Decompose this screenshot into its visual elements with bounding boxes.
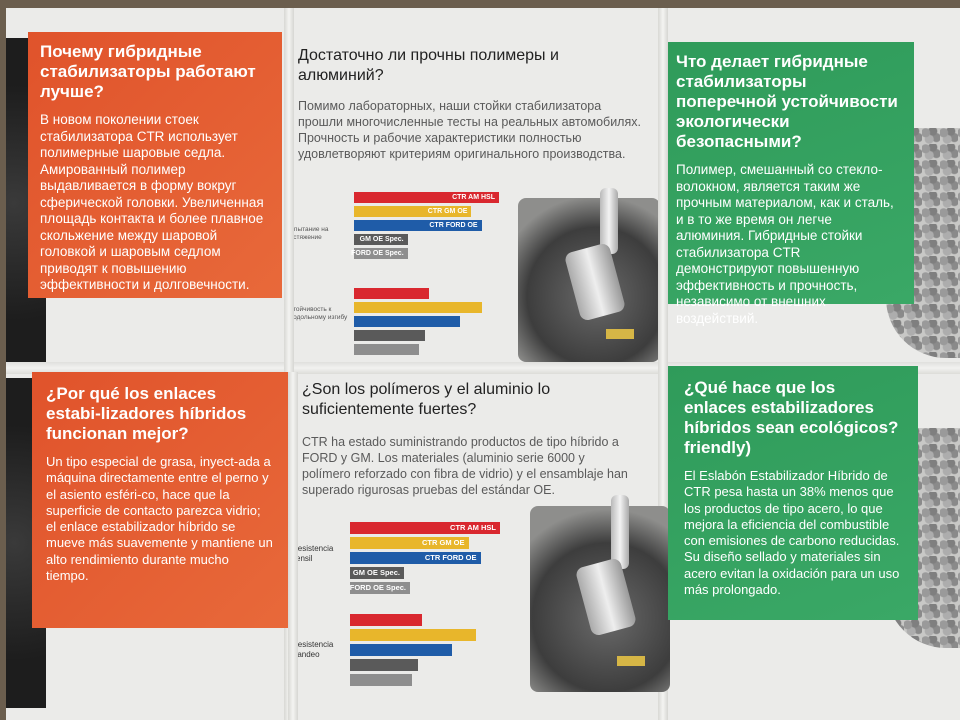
es-why-hybrid-panel: ¿Por qué los enlaces estabi-lizadores hí… [32, 372, 288, 628]
ru-why-hybrid-panel: Почему гибридные стабилизаторы работают … [28, 32, 282, 298]
bar-series-label: CTR GM OE [427, 208, 468, 215]
es-strength-body: CTR ha estado suministrando productos de… [302, 435, 628, 497]
es-eco-title: ¿Qué hace que los enlaces estabilizadore… [684, 378, 899, 457]
bar-series-label: CTR GM OE [422, 538, 465, 547]
stabilizer-rod [611, 494, 630, 570]
buckling-bar [350, 629, 476, 641]
tensile-bar: CTR FORD OE [354, 220, 482, 231]
chart-group-label: Испытание на растяжение [286, 226, 329, 241]
ru-bar-chart: Испытание на растяжение Устойчивость к пр… [286, 188, 499, 358]
ru-why-hybrid-body: В новом поколении стоек стабилизатора CT… [40, 112, 264, 292]
es-bar-chart: Resistencia Tensil Resistencia Pandeo CTR … [292, 516, 512, 686]
buckling-bar [350, 644, 452, 656]
tensile-bar: CTR GM OE [354, 206, 472, 217]
tensile-bar: FORD OE Spec. [351, 248, 408, 259]
bar-series-label: CTR AM HSL [450, 523, 496, 532]
buckling-bar [354, 344, 420, 355]
bar-series-label: GM OE Spec. [352, 568, 400, 577]
tensile-bar: GM OE Spec. [350, 567, 404, 579]
vertical-fold-left-lower [288, 372, 298, 720]
stabilizer-link-photo-bottom [530, 494, 670, 692]
bar-series-label: FORD OE Spec. [349, 583, 406, 592]
ball-stud [574, 557, 638, 637]
es-eco-body: El Eslabón Estabilizador Híbrido de CTR … [684, 468, 900, 598]
stabilizer-link-photo-top [518, 188, 660, 362]
ru-strength-title: Достаточно ли прочны полимеры и алюминий… [298, 47, 559, 84]
es-strength-title: ¿Son los polímeros y el aluminio lo sufi… [302, 381, 551, 418]
tensile-bar: CTR FORD OE [350, 552, 481, 564]
buckling-bar [354, 330, 426, 341]
tensile-bar: CTR GM OE [350, 537, 469, 549]
ru-eco-body: Полимер, смешанный со стекло-волокном, я… [676, 162, 894, 326]
buckling-bar [350, 614, 422, 626]
tensile-bar: GM OE Spec. [354, 234, 408, 245]
tensile-bar: FORD OE Spec. [350, 582, 410, 594]
ru-eco-title: Что делает гибридные стабилизаторы попер… [676, 52, 898, 151]
chart-group-label: Resistencia Pandeo [292, 640, 334, 659]
bar-series-label: CTR FORD OE [429, 222, 478, 229]
bar-series-label: GM OE Spec. [359, 236, 404, 243]
bar-series-label: CTR FORD OE [424, 553, 477, 562]
es-eco-panel: ¿Qué hace que los enlaces estabilizadore… [668, 366, 918, 620]
tensile-bar: CTR AM HSL [350, 522, 500, 534]
es-why-hybrid-title: ¿Por qué los enlaces estabi-lizadores hí… [46, 384, 247, 443]
vertical-fold-right [658, 8, 668, 720]
brochure-sheet: Почему гибридные стабилизаторы работают … [6, 8, 960, 720]
bar-series-label: FORD OE Spec. [351, 250, 404, 257]
buckling-bar [354, 288, 430, 299]
yellow-tag [606, 329, 635, 340]
buckling-bar [354, 316, 460, 327]
yellow-tag [616, 655, 645, 666]
buckling-bar [354, 302, 482, 313]
vertical-fold-left [284, 8, 294, 720]
es-why-hybrid-body: Un tipo especial de grasa, inyect-ada a … [46, 454, 273, 584]
stabilizer-rod [600, 188, 619, 254]
buckling-bar [350, 659, 418, 671]
buckling-bar [350, 674, 412, 686]
tensile-bar: CTR AM HSL [354, 192, 499, 203]
ru-strength-body: Помимо лабораторных, наши стойки стабили… [298, 99, 641, 161]
chart-group-label: Устойчивость к продольному изгибу [286, 306, 348, 321]
ru-why-hybrid-title: Почему гибридные стабилизаторы работают … [40, 42, 256, 101]
ball-stud [563, 242, 627, 322]
chart-group-label: Resistencia Tensil [292, 544, 334, 563]
ru-eco-panel: Что делает гибридные стабилизаторы попер… [662, 42, 914, 326]
bar-series-label: CTR AM HSL [452, 194, 495, 201]
